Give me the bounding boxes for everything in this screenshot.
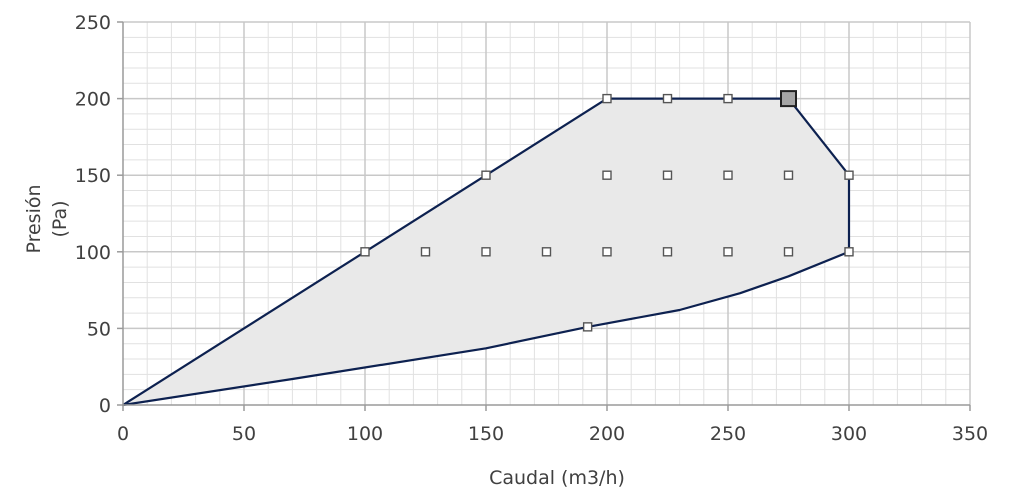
x-tick-label: 250 — [710, 423, 746, 445]
data-point-marker — [582, 322, 593, 332]
x-axis-ticks: 0 50 100 150 200 250 300 350 — [117, 423, 988, 445]
data-point-marker — [783, 170, 794, 180]
y-axis-title-line-1: Presión — [23, 184, 45, 253]
data-point-marker — [844, 170, 854, 180]
y-tick-label: 0 — [99, 395, 111, 417]
x-tick-label: 150 — [468, 423, 504, 445]
data-point-marker — [602, 247, 612, 257]
data-point-marker — [723, 93, 733, 104]
selected-point-marker — [780, 90, 797, 108]
data-point-marker — [662, 170, 673, 180]
data-point-marker — [662, 247, 673, 257]
data-point-marker — [662, 93, 673, 104]
data-point-marker — [360, 247, 370, 257]
y-tick-label: 50 — [87, 318, 111, 340]
x-tick-label: 350 — [952, 423, 988, 445]
y-axis-title-line-2: (Pa) — [49, 200, 71, 237]
y-tick-label: 200 — [75, 89, 111, 111]
x-axis-title: Caudal (m3/h) — [489, 467, 625, 489]
data-point-marker — [541, 247, 552, 257]
y-tick-label: 100 — [75, 242, 111, 264]
x-tick-label: 50 — [232, 423, 256, 445]
data-point-marker — [723, 247, 733, 257]
data-point-marker — [481, 170, 491, 180]
data-point-marker — [602, 170, 612, 180]
axes — [117, 21, 971, 411]
x-tick-label: 0 — [117, 423, 129, 445]
data-point-marker — [783, 247, 794, 257]
x-tick-label: 100 — [347, 423, 383, 445]
data-markers — [360, 90, 854, 332]
data-point-marker — [844, 247, 854, 257]
data-point-marker — [420, 247, 431, 257]
data-point-marker — [481, 247, 491, 257]
y-tick-label: 250 — [75, 12, 111, 34]
x-tick-label: 300 — [831, 423, 867, 445]
y-axis-ticks: 0 50 100 150 200 250 — [75, 12, 111, 417]
y-tick-label: 150 — [75, 165, 111, 187]
data-point-marker — [602, 93, 612, 104]
data-point-marker — [723, 170, 733, 180]
y-axis-title: Presión (Pa) — [23, 184, 71, 253]
x-tick-label: 200 — [589, 423, 625, 445]
